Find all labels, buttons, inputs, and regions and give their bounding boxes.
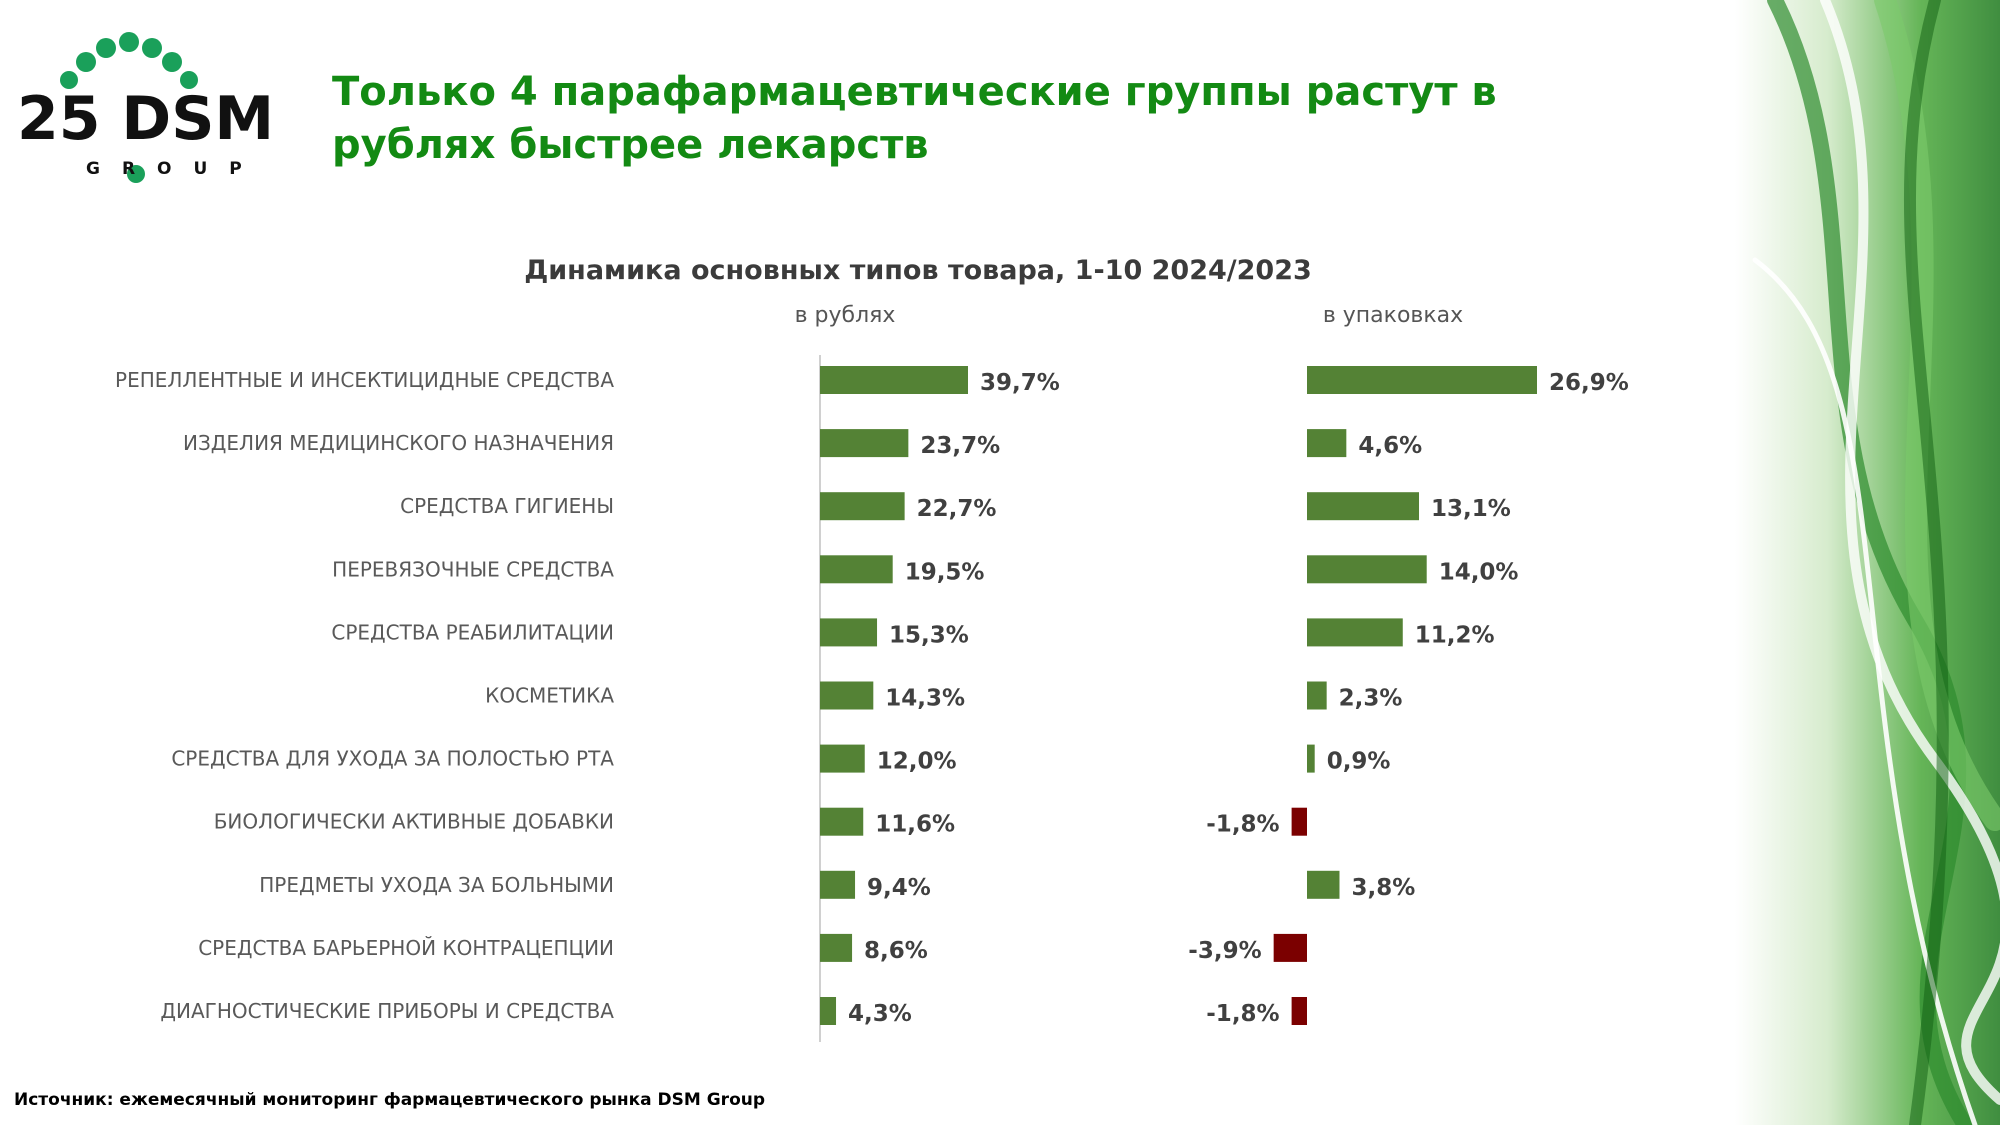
value-label-packages: 14,0% xyxy=(1439,559,1519,585)
value-label-packages: 13,1% xyxy=(1431,496,1511,522)
value-label-rubles: 4,3% xyxy=(848,1001,912,1027)
product-type-dynamics-chart: Динамика основных типов товара, 1-10 202… xyxy=(115,255,1629,1042)
bar-packages-5 xyxy=(1307,618,1403,647)
series-label-rubles: в рублях xyxy=(795,303,896,328)
rubles-bars: 39,7% 23,7% 22,7% 19,5% 15,3% 14,3% 12,0% 11,6%… xyxy=(820,366,1060,1027)
decorative-green-ribbon xyxy=(1735,0,2000,1125)
value-label-rubles: 9,4% xyxy=(867,875,931,901)
bar-packages-3 xyxy=(1307,492,1420,521)
value-label-packages: -1,8% xyxy=(1206,812,1279,838)
bar-rubles-9 xyxy=(820,870,856,899)
value-label-rubles: 23,7% xyxy=(920,433,1000,459)
packages-bars: 26,9% 4,6% 13,1% 14,0% 11,2% 2,3% 0,9% -1,8% 3,8… xyxy=(1188,366,1629,1027)
value-label-rubles: 15,3% xyxy=(889,622,969,648)
category-labels: РЕПЕЛЛЕНТНЫЕ И ИНСЕКТИЦИДНЫЕ СРЕДСТВА ИЗД… xyxy=(115,368,614,1023)
source-note: Источник: ежемесячный мониторинг фармаце… xyxy=(14,1090,766,1110)
bar-rubles-6 xyxy=(820,681,874,710)
value-label-packages: 26,9% xyxy=(1549,370,1629,396)
logo-text: 25 DSM xyxy=(17,84,272,154)
value-label-packages: 4,6% xyxy=(1358,433,1422,459)
logo-dots xyxy=(60,32,198,183)
value-label-rubles: 19,5% xyxy=(905,559,985,585)
value-label-rubles: 39,7% xyxy=(980,370,1060,396)
value-label-packages: 11,2% xyxy=(1415,622,1495,648)
bar-packages-10 xyxy=(1273,933,1307,962)
bar-rubles-8 xyxy=(820,807,864,836)
bar-packages-8 xyxy=(1291,807,1307,836)
value-label-rubles: 14,3% xyxy=(885,686,965,712)
category-label: БИОЛОГИЧЕСКИ АКТИВНЫЕ ДОБАВКИ xyxy=(214,810,614,834)
category-label: ИЗДЕЛИЯ МЕДИЦИНСКОГО НАЗНАЧЕНИЯ xyxy=(183,431,614,455)
value-label-rubles: 12,0% xyxy=(877,749,957,775)
bar-rubles-11 xyxy=(820,997,837,1025)
category-label: СРЕДСТВА РЕАБИЛИТАЦИИ xyxy=(331,620,614,644)
value-label-packages: 3,8% xyxy=(1351,875,1415,901)
category-label: ПЕРЕВЯЗОЧНЫЕ СРЕДСТВА xyxy=(332,557,614,581)
bar-rubles-1 xyxy=(820,366,968,394)
value-label-rubles: 8,6% xyxy=(864,938,928,964)
category-label: ДИАГНОСТИЧЕСКИЕ ПРИБОРЫ И СРЕДСТВА xyxy=(160,999,614,1023)
category-label: ПРЕДМЕТЫ УХОДА ЗА БОЛЬНЫМИ xyxy=(259,873,614,897)
bar-packages-11 xyxy=(1291,997,1307,1025)
series-label-packages: в упаковках xyxy=(1323,303,1463,328)
category-label: СРЕДСТВА ГИГИЕНЫ xyxy=(400,494,614,518)
bar-rubles-10 xyxy=(820,933,853,962)
slide-title: Только 4 парафармацевтические группы рас… xyxy=(332,69,1497,168)
value-label-packages: 0,9% xyxy=(1327,749,1391,775)
bar-packages-2 xyxy=(1307,429,1347,458)
bar-packages-1 xyxy=(1307,366,1537,394)
value-label-rubles: 11,6% xyxy=(875,812,955,838)
bar-packages-7 xyxy=(1307,744,1315,773)
bar-rubles-7 xyxy=(820,744,865,773)
dsm-group-logo: 25 DSM GROUP xyxy=(17,32,272,183)
category-label: РЕПЕЛЛЕНТНЫЕ И ИНСЕКТИЦИДНЫЕ СРЕДСТВА xyxy=(115,368,614,392)
value-label-packages: 2,3% xyxy=(1339,686,1403,712)
category-label: СРЕДСТВА ДЛЯ УХОДА ЗА ПОЛОСТЬЮ РТА xyxy=(171,747,614,771)
bar-rubles-4 xyxy=(820,555,893,584)
logo-subtext: GROUP xyxy=(86,159,264,179)
category-label: СРЕДСТВА БАРЬЕРНОЙ КОНТРАЦЕПЦИИ xyxy=(198,936,614,960)
value-label-packages: -3,9% xyxy=(1188,938,1261,964)
chart-title: Динамика основных типов товара, 1-10 202… xyxy=(524,255,1312,286)
value-label-packages: -1,8% xyxy=(1206,1001,1279,1027)
category-label: КОСМЕТИКА xyxy=(485,684,614,708)
bar-rubles-3 xyxy=(820,492,905,521)
bar-rubles-5 xyxy=(820,618,878,647)
bar-packages-4 xyxy=(1307,555,1427,584)
bar-rubles-2 xyxy=(820,429,909,458)
bar-packages-6 xyxy=(1307,681,1327,710)
bar-packages-9 xyxy=(1307,870,1340,899)
value-label-rubles: 22,7% xyxy=(917,496,997,522)
